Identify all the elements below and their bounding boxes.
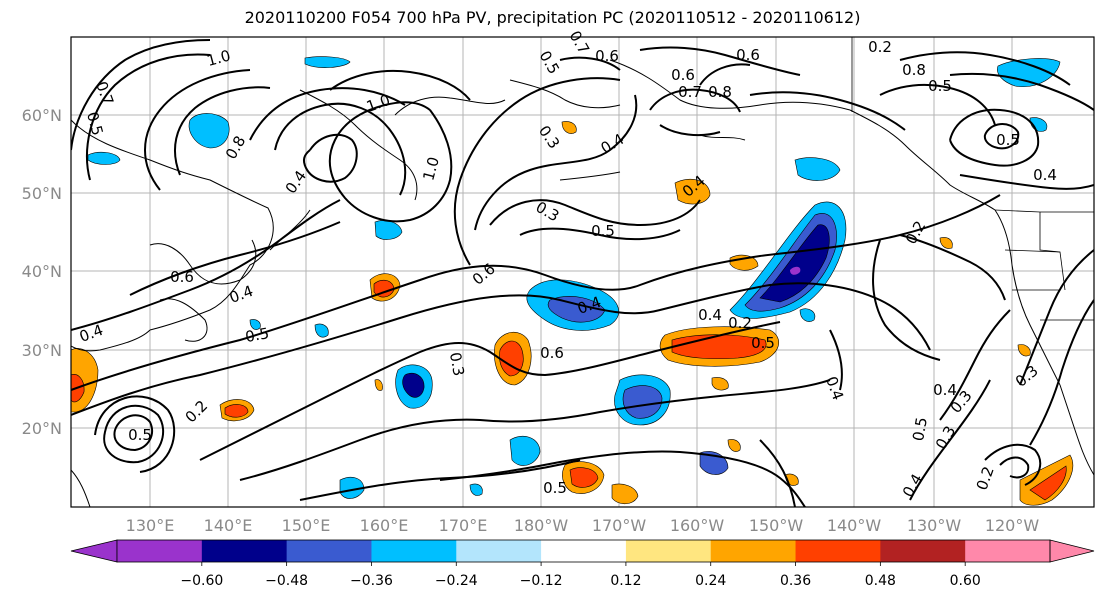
colorbar-label: −0.60 <box>180 573 223 589</box>
contour-label: 0.8 <box>902 61 926 79</box>
contour-label: 0.6 <box>736 46 760 64</box>
colorbar-segment <box>710 540 797 562</box>
colorbar-label: −0.36 <box>350 573 393 589</box>
contour-label: 0.5 <box>928 77 952 95</box>
contour-label: 0.5 <box>128 426 152 444</box>
contour-label: 0.2 <box>728 314 752 332</box>
longitude-tick-labels: 130°E 140°E 150°E 160°E 170°E 180°W 170°W 160°W… <box>126 516 1040 535</box>
colorbar-label: −0.24 <box>435 573 478 589</box>
colorbar-label: −0.48 <box>265 573 308 589</box>
colorbar-label: 0.60 <box>950 573 981 589</box>
contour-label: 0.5 <box>996 131 1020 149</box>
colorbar-label: 0.24 <box>695 573 726 589</box>
lat-tick-label: 50°N <box>22 184 62 203</box>
contour-label: 0.6 <box>170 268 194 286</box>
colorbar-segment <box>795 540 881 562</box>
lat-tick-label: 30°N <box>22 341 62 360</box>
colorbar-segment <box>371 540 457 562</box>
contour-label: 0.5 <box>591 222 615 240</box>
lon-tick-label: 150°W <box>749 516 804 535</box>
colorbar: −0.60 −0.48 −0.36 −0.24 −0.12 0.12 0.24 0.36 0.4… <box>70 539 1095 589</box>
lat-tick-label: 40°N <box>22 262 62 281</box>
latitude-tick-labels: 60°N 50°N 40°N 30°N 20°N <box>22 106 62 438</box>
pv-contours <box>71 39 1094 507</box>
contour-label: 1.0 <box>419 155 443 183</box>
contour-label: 0.5 <box>244 324 271 346</box>
contour-label: 0.5 <box>909 416 931 443</box>
lon-tick-label: 160°E <box>360 516 409 535</box>
colorbar-label: 0.12 <box>610 573 641 589</box>
lon-tick-label: 170°W <box>592 516 647 535</box>
gridlines <box>71 37 1094 507</box>
contour-label: 0.7 <box>678 83 702 101</box>
colorbar-segment <box>965 540 1051 562</box>
map-plot-area <box>71 37 1094 507</box>
colorbar-left-extend <box>70 539 118 563</box>
political-borders <box>851 37 1094 321</box>
lat-tick-label: 60°N <box>22 106 62 125</box>
map-title: 2020110200 F054 700 hPa PV, precipitatio… <box>244 8 861 27</box>
lat-tick-label: 20°N <box>22 419 62 438</box>
contour-label: 0.5 <box>751 334 775 352</box>
coastlines <box>71 59 1094 507</box>
map-frame <box>70 36 1095 508</box>
contour-label: 0.4 <box>1033 166 1057 184</box>
lon-tick-label: 130°E <box>126 516 175 535</box>
colorbar-segment <box>117 540 203 562</box>
lon-tick-label: 140°W <box>827 516 882 535</box>
contour-label: 1.0 <box>205 46 233 70</box>
colorbar-segment <box>286 540 372 562</box>
lon-tick-label: 180°W <box>514 516 569 535</box>
contour-label: 0.2 <box>868 38 892 56</box>
contour-label: 0.3 <box>446 351 468 378</box>
lon-tick-label: 170°E <box>439 516 488 535</box>
lon-tick-label: 130°W <box>907 516 962 535</box>
colorbar-right-extend <box>1049 539 1095 563</box>
lon-tick-label: 140°E <box>204 516 253 535</box>
colorbar-segment <box>456 540 542 562</box>
colorbar-segment <box>201 540 288 562</box>
colorbar-frame <box>116 539 1051 563</box>
contour-label: 0.5 <box>543 479 567 497</box>
lon-tick-label: 150°E <box>282 516 331 535</box>
colorbar-label: −0.12 <box>520 573 563 589</box>
contour-label: 0.6 <box>595 47 619 65</box>
colorbar-segment <box>541 540 627 562</box>
contour-label: 0.4 <box>698 306 722 324</box>
contour-label: 0.8 <box>708 83 732 101</box>
contour-label: 0.5 <box>83 110 107 138</box>
colorbar-segment <box>625 540 712 562</box>
colorbar-label: 0.48 <box>865 573 896 589</box>
precip-fill-patches <box>71 56 1074 506</box>
contour-label: 0.4 <box>933 381 957 399</box>
colorbar-label: 0.36 <box>780 573 811 589</box>
colorbar-segment <box>880 540 966 562</box>
lon-tick-label: 160°W <box>670 516 725 535</box>
lon-tick-label: 120°W <box>985 516 1040 535</box>
contour-label: 0.6 <box>540 344 564 362</box>
contour-label: 0.6 <box>671 66 695 84</box>
